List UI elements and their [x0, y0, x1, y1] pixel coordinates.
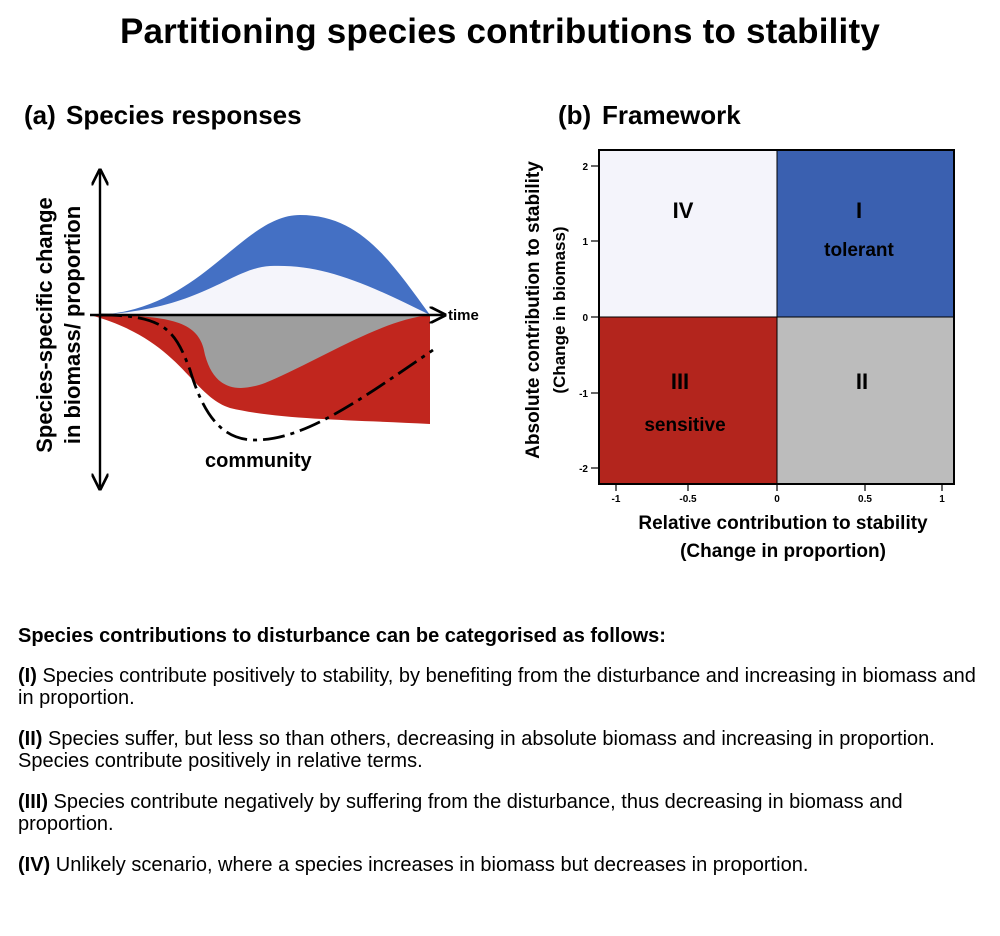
panel-b-y-label-line1: Absolute contribution to stability [523, 161, 544, 459]
description-block: Species contributions to disturbance can… [18, 625, 993, 895]
panel-a-tag: (a) [24, 100, 56, 130]
description-item-text: Species suffer, but less so than others,… [18, 728, 935, 772]
panel-b-heading: Framework [602, 100, 741, 130]
panel-b-tag: (b) [558, 100, 591, 130]
x-tick-label: 0.5 [858, 494, 872, 505]
panel-a-y-label-line1: Species-specific change [32, 197, 57, 453]
panel-b-x-label-line2: (Change in proportion) [680, 541, 886, 562]
white-response-area [90, 265, 430, 315]
quadrant-ii-numeral: II [856, 369, 868, 394]
panel-a: (a) Species responses Species-specific c… [24, 100, 479, 487]
quadrant-i [777, 150, 954, 317]
description-item-tag: (I) [18, 665, 37, 687]
x-tick-label: 1 [939, 494, 945, 505]
panel-a-heading: Species responses [66, 100, 302, 130]
description-item-iv: (IV) Unlikely scenario, where a species … [18, 854, 993, 876]
quadrant-iv [599, 150, 777, 317]
description-item-text: Species contribute positively to stabili… [18, 665, 976, 709]
figure-canvas: (a) Species responses Species-specific c… [24, 100, 955, 562]
x-tick-label: 0 [774, 494, 780, 505]
panel-b-x-label-line1: Relative contribution to stability [638, 513, 928, 534]
quadrant-i-numeral: I [856, 198, 862, 223]
description-item-text: Species contribute negatively by sufferi… [18, 791, 903, 835]
description-item-ii: (II) Species suffer, but less so than ot… [18, 728, 993, 772]
quadrant-iii-label: sensitive [644, 415, 725, 436]
community-label: community [205, 450, 313, 472]
description-item-tag: (III) [18, 791, 48, 813]
quadrant-iv-numeral: IV [673, 198, 694, 223]
figure-title: Partitioning species contributions to st… [119, 12, 881, 51]
community-curve [99, 313, 434, 442]
description-item-i: (I) Species contribute positively to sta… [18, 665, 993, 709]
y-tick-label: 2 [582, 162, 588, 173]
description-heading: Species contributions to disturbance can… [18, 625, 666, 647]
description-item-tag: (IV) [18, 854, 51, 876]
quadrant-i-label: tolerant [824, 240, 894, 261]
panel-a-y-label-line2: in biomass/ proportion [60, 206, 85, 444]
y-tick-label: -2 [579, 464, 588, 475]
quadrant-iii-numeral: III [671, 369, 689, 394]
description-item-iii: (III) Species contribute negatively by s… [18, 791, 993, 835]
quadrant-iii [599, 317, 777, 484]
panel-b-y-label-line2: (Change in biomass) [550, 226, 569, 393]
x-tick-label: -1 [612, 494, 621, 505]
y-tick-label: -1 [579, 389, 588, 400]
x-tick-label: -0.5 [679, 494, 697, 505]
panel-b: (b) Framework IV I tolerant III sensitiv… [523, 100, 955, 562]
y-tick-label: 0 [582, 313, 588, 324]
description-item-text: Unlikely scenario, where a species incre… [50, 854, 809, 876]
description-item-tag: (II) [18, 728, 43, 750]
quadrant-ii [777, 317, 954, 484]
grey-response-area [90, 315, 430, 388]
y-tick-label: 1 [582, 237, 588, 248]
panel-b-x-ticks: -1 -0.5 0 0.5 1 [612, 484, 945, 505]
panel-a-x-label: time [448, 307, 479, 324]
panel-b-y-ticks: 2 1 0 -1 -2 [579, 162, 599, 475]
